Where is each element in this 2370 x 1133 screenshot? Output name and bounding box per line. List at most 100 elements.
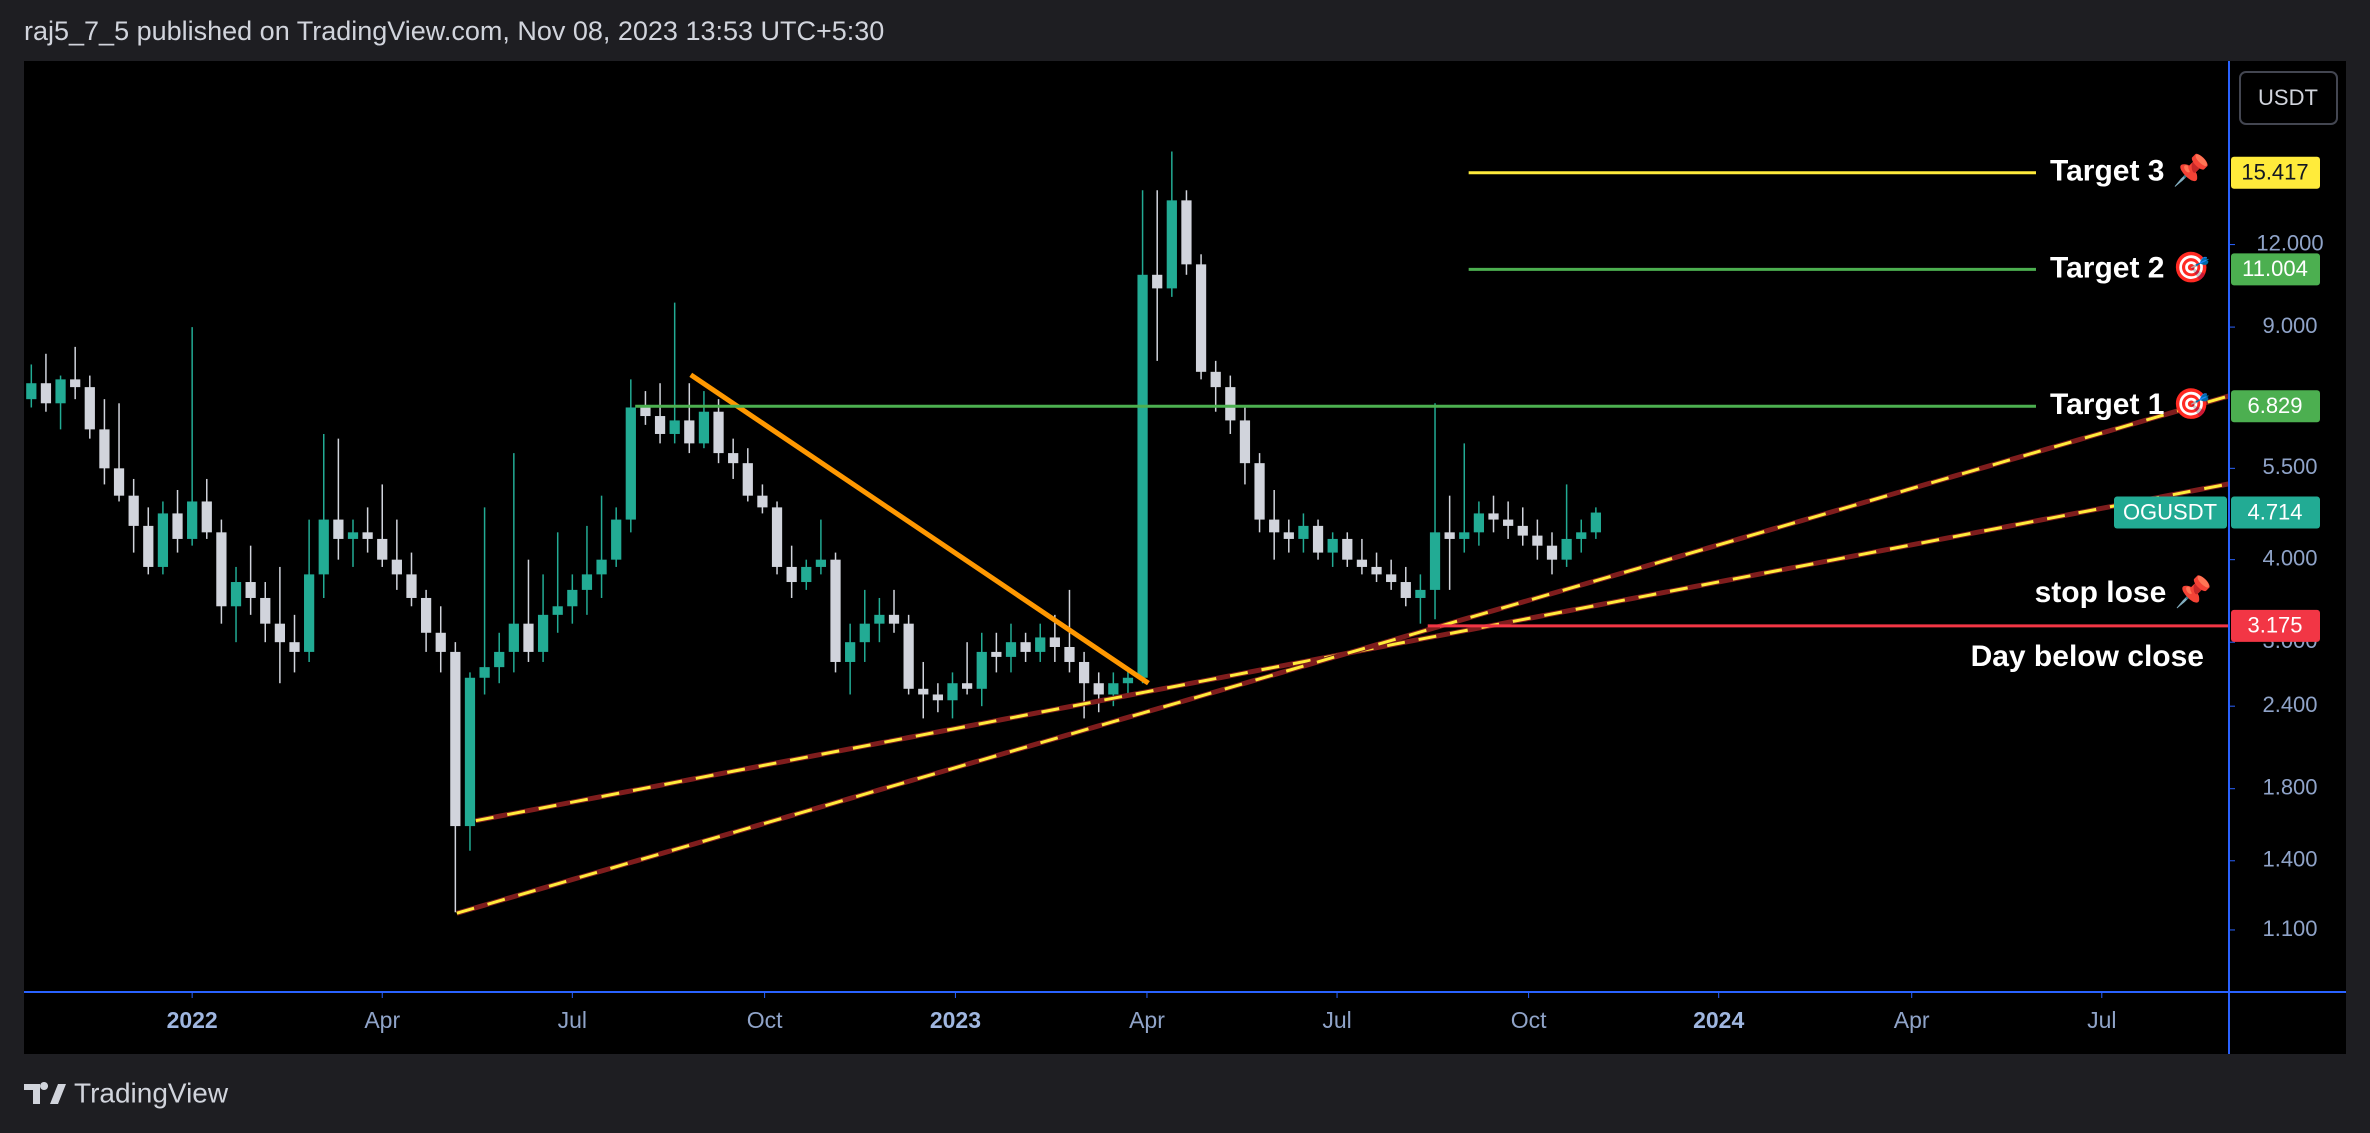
candle-body xyxy=(113,468,125,496)
candle-body xyxy=(1049,637,1060,648)
last-price-label: 4.714 xyxy=(2247,499,2302,524)
price-label: 15.417 xyxy=(2241,160,2308,185)
candle-body xyxy=(304,574,315,652)
y-tick-label: 12.000 xyxy=(2256,230,2323,255)
last-price-box xyxy=(2231,496,2320,529)
candle-body xyxy=(1035,637,1046,652)
candle-body xyxy=(1429,532,1441,590)
candle-body xyxy=(128,495,139,526)
candle-body xyxy=(625,407,636,520)
candle-body xyxy=(26,383,37,400)
candle-body xyxy=(728,453,739,464)
currency-button[interactable] xyxy=(2239,71,2338,125)
drawings xyxy=(456,171,2229,916)
x-tick-label: Apr xyxy=(364,1007,400,1033)
candle-body xyxy=(1371,566,1382,575)
currency-label[interactable]: USDT xyxy=(2258,85,2318,110)
candle-body xyxy=(347,532,359,539)
candle-body xyxy=(640,407,651,417)
candle-body xyxy=(1181,200,1192,265)
price-label-box xyxy=(2231,156,2320,189)
x-tick-label: Apr xyxy=(1129,1007,1165,1033)
candle-body xyxy=(874,614,885,624)
candle-body xyxy=(1561,538,1572,560)
x-tick-label: Jul xyxy=(558,1007,587,1033)
candle-body xyxy=(1254,463,1265,520)
candle-body xyxy=(757,495,768,508)
candle-body xyxy=(1137,274,1148,678)
candle-body xyxy=(494,651,505,668)
candle-body xyxy=(1108,683,1119,695)
y-tick-label: 5.500 xyxy=(2262,454,2317,479)
x-tick-label: 2022 xyxy=(167,1007,218,1033)
candle-body xyxy=(859,623,870,643)
candle-body xyxy=(888,614,900,624)
price-label: 11.004 xyxy=(2242,256,2308,281)
level-label: Target 1 🎯 xyxy=(2050,387,2210,421)
candle-body xyxy=(84,387,95,430)
candle-body xyxy=(289,642,300,652)
candle-body xyxy=(1225,387,1236,421)
level-label: stop lose 📌 xyxy=(2035,573,2212,609)
candle-body xyxy=(245,582,256,598)
candle-body xyxy=(1020,642,1031,652)
candle-body xyxy=(1064,647,1075,662)
candle-body xyxy=(742,463,753,496)
candle-body xyxy=(157,513,169,567)
candle-body xyxy=(537,614,549,652)
candle-body xyxy=(1078,661,1090,684)
candle-body xyxy=(1195,264,1207,372)
candle-body xyxy=(962,683,973,689)
candle-body xyxy=(216,532,227,607)
x-tick-label: 2024 xyxy=(1693,1007,1744,1033)
candle-body xyxy=(830,559,841,662)
candle-body xyxy=(771,507,783,567)
y-tick-label: 9.000 xyxy=(2262,313,2317,338)
y-tick-label: 4.000 xyxy=(2262,545,2317,570)
symbol-label-box xyxy=(2114,496,2227,529)
candle-body xyxy=(40,383,52,404)
candle-body xyxy=(1459,532,1470,539)
labels: Target 3 📌 15.417 Target 2 🎯 11.004 Target 1… xyxy=(1971,152,2320,673)
level-label: Target 2 🎯 xyxy=(2050,250,2210,284)
candle-body xyxy=(70,379,81,388)
y-tick-label: 1.800 xyxy=(2262,775,2317,800)
trendline xyxy=(689,372,1150,686)
candle-body xyxy=(99,429,110,469)
candle-body xyxy=(201,501,212,533)
candle-body xyxy=(567,589,578,607)
x-tick-label: 2023 xyxy=(930,1007,981,1033)
candle-body xyxy=(669,420,680,434)
candle-body xyxy=(947,683,958,701)
candle-body xyxy=(1152,274,1163,289)
symbol-label: OGUSDT xyxy=(2123,499,2217,524)
candle-body xyxy=(991,651,1002,657)
candle-body xyxy=(377,538,388,560)
candle-body xyxy=(581,574,593,590)
candle-body xyxy=(1210,371,1221,388)
candle-body xyxy=(1269,519,1280,533)
x-tick-label: Jul xyxy=(2087,1007,2116,1033)
price-label-box xyxy=(2231,390,2320,423)
candle-body xyxy=(1122,677,1134,684)
candle-body xyxy=(479,667,490,678)
candle-body xyxy=(318,519,329,575)
candle-body xyxy=(406,574,417,598)
trendline-dash xyxy=(475,482,2229,823)
footer-brand: TradingView xyxy=(74,1077,229,1108)
candle-body xyxy=(786,566,797,583)
price-label-box xyxy=(2231,253,2320,286)
candle-body xyxy=(1415,589,1426,598)
x-tick-label: Jul xyxy=(1322,1007,1351,1033)
candle-body xyxy=(464,677,476,827)
candle-body xyxy=(918,688,929,695)
price-label: 6.829 xyxy=(2247,393,2302,418)
x-tick-label: Apr xyxy=(1894,1007,1930,1033)
candle-body xyxy=(230,582,242,607)
candle-body xyxy=(1473,513,1485,533)
candle-body xyxy=(523,623,534,652)
candle-body xyxy=(815,559,827,567)
trendline-dash xyxy=(456,394,2229,915)
candle-body xyxy=(172,513,183,539)
